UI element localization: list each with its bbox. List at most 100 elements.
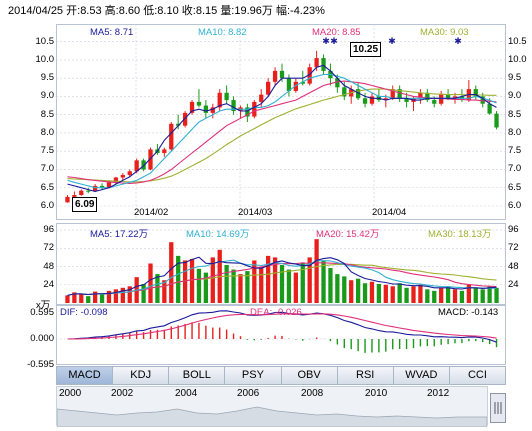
volume-bar: [279, 265, 285, 303]
volume-bar: [335, 274, 340, 303]
tab-psy[interactable]: PSY: [225, 367, 282, 384]
ma30-line: [67, 88, 497, 183]
candle-body: [182, 112, 188, 126]
timeline-year: 2002: [111, 388, 134, 399]
volume-bar: [266, 255, 271, 303]
vol-ma20-label: MA20: 15.42万: [316, 229, 380, 240]
price-y-left-tick: 8.5: [40, 108, 54, 120]
candle-body: [92, 185, 98, 192]
tab-boll[interactable]: BOLL: [169, 367, 226, 384]
price-y-right-tick: 7.5: [508, 145, 522, 157]
candle-body: [321, 58, 326, 71]
vol-ma5-label: MA5: 17.22万: [90, 229, 149, 240]
vol-y-right-tick: 96: [508, 224, 519, 236]
grip-icon: [494, 402, 502, 414]
tab-wvad[interactable]: WVAD: [394, 367, 450, 384]
candle-body: [162, 149, 167, 154]
low-label: 低:: [143, 5, 158, 17]
volume-bar: [355, 278, 361, 303]
volume-bar: [369, 281, 375, 303]
volume-bar: [224, 265, 229, 303]
price-y-right-tick: 7.0: [508, 163, 522, 175]
ma10-line: [67, 73, 497, 189]
tab-macd[interactable]: MACD: [57, 367, 114, 384]
price-panel[interactable]: [56, 24, 506, 220]
macd-chart[interactable]: [56, 305, 506, 365]
candle-body: [79, 190, 84, 196]
volume-bar: [169, 242, 174, 303]
candle-body: [148, 149, 153, 170]
candle-body: [286, 78, 292, 91]
candle-body: [432, 100, 437, 104]
macd-dea-line: [67, 313, 497, 340]
open-value: 8.53: [80, 5, 102, 17]
quote-header: 2014/04/25 开:8.53 高:8.60 低:8.10 收:8.15 量…: [0, 0, 532, 22]
candle-body: [113, 177, 119, 183]
timeline-navigator[interactable]: 2000 2002 2004 2006 2008 2010 2012: [56, 386, 488, 427]
candle-body: [259, 94, 264, 102]
timeline-range-handle[interactable]: [490, 393, 506, 423]
vol-y-left-tick: 72: [43, 242, 54, 254]
candle-body: [300, 81, 305, 84]
volume-bar: [286, 269, 292, 303]
timeline-year: 2004: [175, 388, 198, 399]
candle-body: [425, 92, 430, 101]
volume-bar: [155, 274, 160, 303]
tab-obv[interactable]: OBV: [282, 367, 338, 384]
candle-body: [189, 101, 195, 113]
ma20-label: MA20: 8.85: [312, 27, 361, 38]
price-chart[interactable]: ✱ ✱ ✱ ✱: [56, 24, 506, 220]
tab-kdj[interactable]: KDJ: [113, 367, 170, 384]
candle-body: [134, 160, 139, 172]
candle-body: [210, 107, 215, 113]
volume-bar: [321, 260, 326, 303]
ma5-line: [67, 64, 497, 192]
candle-body: [404, 98, 409, 102]
candle-body: [494, 113, 499, 128]
volume-bar: [127, 286, 132, 303]
price-y-left-tick: 10.0: [35, 53, 55, 65]
candle-body: [480, 96, 485, 104]
volume-bar: [473, 287, 478, 303]
change-value: -4.23%: [290, 5, 325, 17]
change-label: 幅:: [275, 5, 291, 17]
price-y-right-tick: 9.0: [508, 90, 522, 102]
high-label: 高:: [104, 5, 119, 17]
price-y-right-tick: 8.5: [508, 108, 522, 120]
price-y-left-tick: 9.0: [40, 90, 54, 102]
volume-bar: [314, 239, 319, 303]
volume-bar: [390, 286, 395, 303]
vol-ma10-line: [67, 259, 497, 296]
volume-bar: [189, 258, 195, 303]
timeline-year: 2006: [237, 388, 260, 399]
candle-body: [314, 58, 319, 68]
macd-value-label: MACD: -0.143: [438, 307, 499, 318]
tab-cci[interactable]: CCI: [467, 369, 487, 381]
volume-bar: [300, 263, 305, 303]
volume-chart[interactable]: [56, 223, 506, 305]
indicator-tabs: MACD KDJ BOLL PSY OBV RSI WVAD CCI: [56, 366, 506, 385]
timeline-year: 2012: [427, 388, 450, 399]
candle-body: [106, 182, 112, 188]
macd-y-tick: 0.595: [30, 307, 54, 318]
price-y-left-tick: 10.5: [35, 35, 55, 47]
macd-y-tick: -0.595: [27, 359, 54, 370]
volume-bar: [466, 284, 472, 303]
candle-body: [335, 78, 340, 88]
timeline-year: 2010: [365, 388, 388, 399]
ma30-label: MA30: 9.03: [420, 27, 469, 38]
price-y-right-tick: 6.0: [508, 200, 522, 211]
volume-bar: [176, 255, 181, 303]
candle-body: [224, 92, 229, 101]
candle-body: [65, 196, 70, 203]
candle-body: [217, 92, 222, 108]
ma10-label: MA10: 8.82: [198, 27, 247, 38]
volume-bar: [99, 294, 105, 303]
candle-body: [390, 89, 395, 99]
tab-rsi[interactable]: RSI: [338, 367, 394, 384]
vol-y-right-tick: 24: [508, 278, 519, 290]
x-tick-apr: 2014/04: [372, 207, 407, 218]
quote-date: 2014/04/25: [8, 5, 64, 17]
price-y-left-tick: 6.0: [40, 200, 54, 211]
close-value: 8.15: [195, 5, 218, 17]
